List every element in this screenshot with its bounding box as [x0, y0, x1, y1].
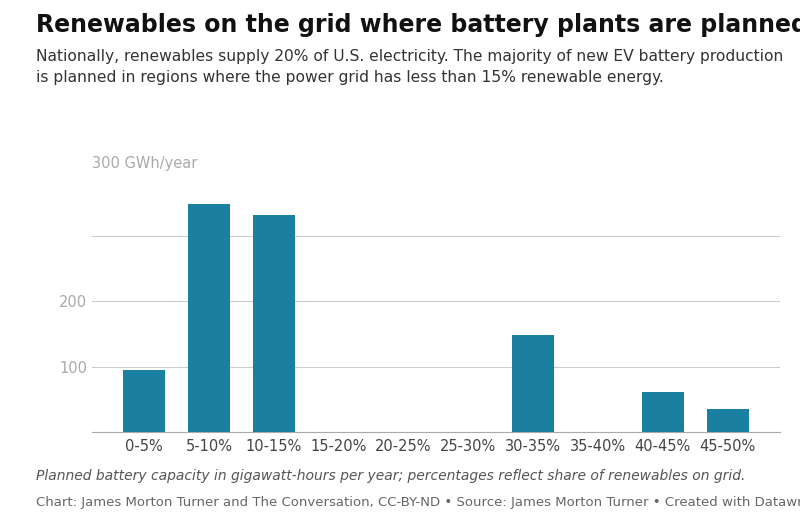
Text: Planned battery capacity in gigawatt-hours per year; percentages reflect share o: Planned battery capacity in gigawatt-hou…	[36, 469, 746, 483]
Text: Nationally, renewables supply 20% of U.S. electricity. The majority of new EV ba: Nationally, renewables supply 20% of U.S…	[36, 49, 783, 85]
Text: 300 GWh/year: 300 GWh/year	[92, 156, 198, 171]
Bar	[253, 215, 295, 432]
Text: Renewables on the grid where battery plants are planned: Renewables on the grid where battery pla…	[36, 13, 800, 37]
Text: Chart: James Morton Turner and The Conversation, CC-BY-ND • Source: James Morton: Chart: James Morton Turner and The Conve…	[36, 496, 800, 509]
Bar	[642, 392, 684, 432]
Bar	[512, 335, 554, 432]
Bar	[706, 409, 749, 432]
Bar	[188, 204, 230, 432]
Bar	[123, 370, 166, 432]
